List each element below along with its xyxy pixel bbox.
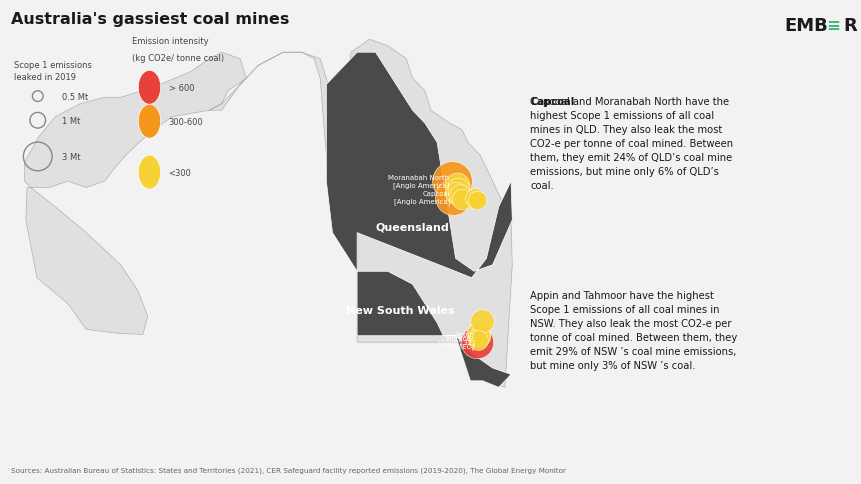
Text: 300-600: 300-600 <box>169 118 203 126</box>
Text: 1 Mt: 1 Mt <box>62 117 80 125</box>
Text: Capcoal and Moranabah North have the
highest Scope 1 emissions of all coal
mines: Capcoal and Moranabah North have the hig… <box>530 97 733 191</box>
Point <box>471 329 485 337</box>
Text: Queensland: Queensland <box>375 222 449 232</box>
Text: ≡: ≡ <box>825 17 839 35</box>
Point <box>453 192 467 200</box>
Point <box>449 182 463 189</box>
Point <box>470 335 484 343</box>
Text: Capcoal
[Anglo America]: Capcoal [Anglo America] <box>393 191 449 205</box>
Text: > 600: > 600 <box>169 84 194 92</box>
Point <box>445 194 459 202</box>
Text: R: R <box>842 17 856 35</box>
Circle shape <box>138 105 160 139</box>
Text: Appin
[South 32]: Appin [South 32] <box>437 332 474 346</box>
Circle shape <box>138 156 160 190</box>
Text: Tahmoor
[SIMEC]: Tahmoor [SIMEC] <box>443 335 474 349</box>
Polygon shape <box>356 272 511 388</box>
Point <box>469 339 483 347</box>
Text: (kg CO2e/ tonne coal): (kg CO2e/ tonne coal) <box>132 54 223 63</box>
Text: New South Wales: New South Wales <box>345 305 454 315</box>
Text: Capcoal: Capcoal <box>530 97 573 107</box>
Point <box>450 185 464 193</box>
Point <box>474 318 488 325</box>
Text: Scope 1 emissions: Scope 1 emissions <box>14 61 91 70</box>
Text: EMB: EMB <box>784 17 827 35</box>
Text: Appin and Tahmoor have the highest
Scope 1 emissions of all coal mines in
NSW. T: Appin and Tahmoor have the highest Scope… <box>530 290 736 370</box>
Text: 3 Mt: 3 Mt <box>62 152 80 162</box>
Point <box>444 178 458 185</box>
Point <box>470 331 484 339</box>
Point <box>469 197 483 205</box>
Point <box>455 196 468 204</box>
Text: 0.5 Mt: 0.5 Mt <box>62 92 88 101</box>
Polygon shape <box>25 40 511 388</box>
Text: leaked in 2019: leaked in 2019 <box>14 73 76 82</box>
Point <box>449 189 462 197</box>
Point <box>468 195 481 203</box>
Point <box>471 337 485 345</box>
Text: Sources: Australian Bureau of Statistics: States and Territories (2021), CER Saf: Sources: Australian Bureau of Statistics… <box>11 467 566 473</box>
Text: Emission intensity: Emission intensity <box>132 37 208 46</box>
Polygon shape <box>326 53 511 278</box>
Point <box>472 333 486 341</box>
Circle shape <box>138 71 160 105</box>
Text: <300: <300 <box>169 168 191 177</box>
Text: Australia's gassiest coal mines: Australia's gassiest coal mines <box>11 12 289 27</box>
Text: Moranabah North
[Anglo America]: Moranabah North [Anglo America] <box>387 175 449 189</box>
